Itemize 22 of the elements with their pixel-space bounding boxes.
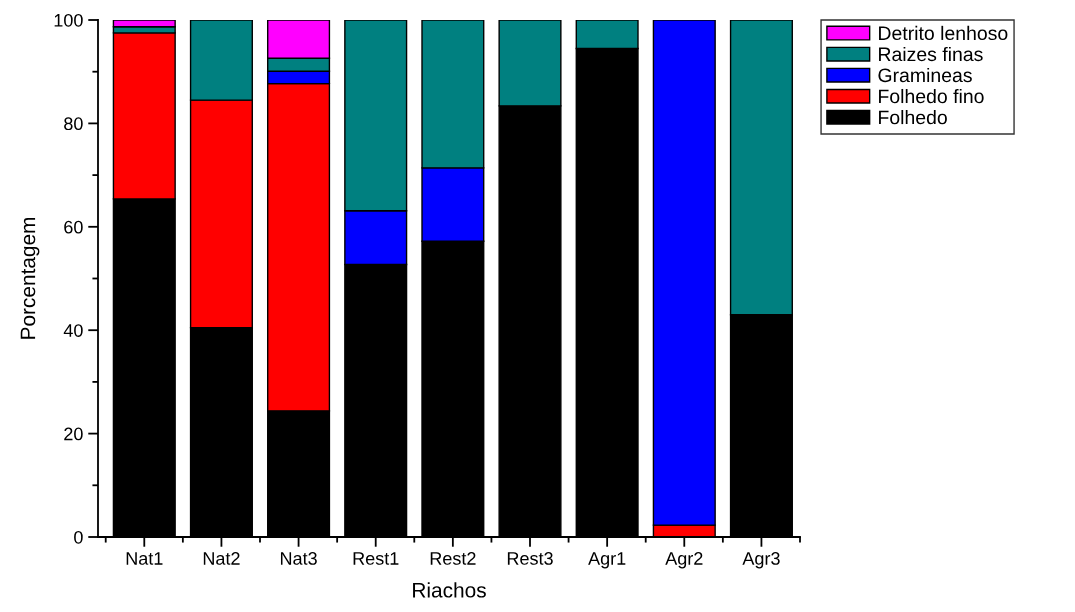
legend-label: Folhedo bbox=[879, 110, 947, 125]
y-axis-title: Porcentagem bbox=[20, 217, 40, 339]
legend-label: Folhedo fino bbox=[879, 88, 984, 104]
legend-label: Gramineas bbox=[878, 67, 972, 83]
x-tick-label: Agr1 bbox=[588, 552, 626, 569]
legend-label: Detrito lenhoso bbox=[879, 25, 1008, 41]
x-tick-label: Rest3 bbox=[507, 552, 553, 565]
y-tick-label: 80 bbox=[64, 117, 83, 131]
x-tick-label: Rest2 bbox=[430, 552, 476, 565]
x-tick-label: Rest1 bbox=[353, 552, 399, 565]
y-tick-label: 100 bbox=[54, 13, 83, 27]
x-tick-label: Nat3 bbox=[280, 552, 317, 565]
legend-label: Raizes finas bbox=[879, 46, 983, 62]
x-tick-label: Agr2 bbox=[665, 552, 703, 569]
y-tick-label: 20 bbox=[64, 427, 83, 441]
y-tick-label: 40 bbox=[63, 324, 83, 337]
y-tick-label: 60 bbox=[64, 220, 83, 234]
x-tick-label: Nat2 bbox=[203, 552, 240, 565]
y-tick-label: 0 bbox=[74, 530, 83, 544]
x-tick-label: Nat1 bbox=[126, 552, 163, 565]
x-tick-label: Agr3 bbox=[742, 552, 780, 569]
x-axis-title: Riachos bbox=[413, 582, 486, 598]
